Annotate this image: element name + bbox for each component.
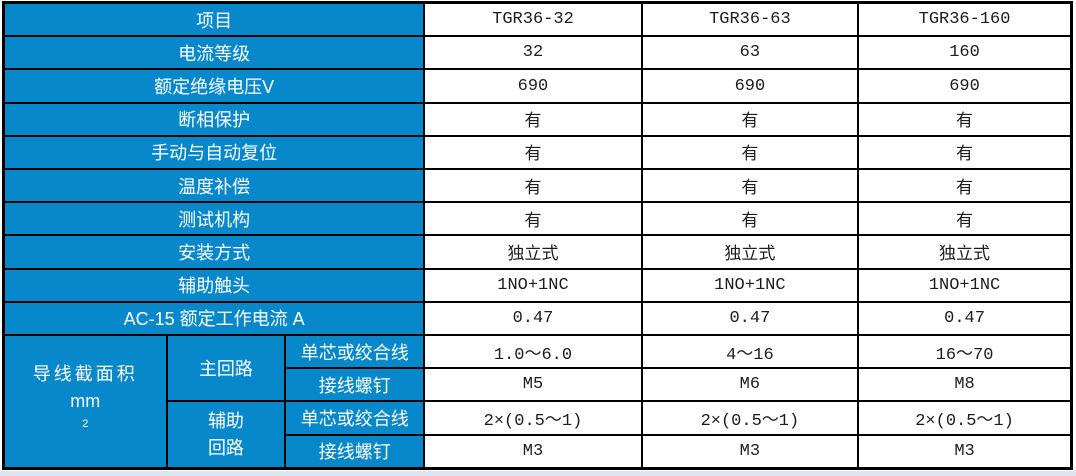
header-col-tgr36-32: TGR36-32 bbox=[423, 1, 643, 38]
cell-value: 有 bbox=[640, 101, 860, 137]
cell-value: 32 bbox=[423, 35, 643, 71]
table-row-main-circuit-wire: 导线截面积 mm 2 主回路 单芯或绞合线 1.0～6.0 4～16 16～70 bbox=[2, 333, 1073, 470]
main-circuit-label: 主回路 bbox=[165, 333, 287, 403]
table-row-phase-failure-protection: 断相保护 有 有 有 bbox=[2, 101, 1073, 137]
cell-value: 独立式 bbox=[423, 234, 643, 270]
cell-value: M6 bbox=[640, 367, 860, 403]
header-col-tgr36-63: TGR36-63 bbox=[640, 1, 860, 38]
cell-value: M5 bbox=[423, 367, 643, 403]
row-label: 手动与自动复位 bbox=[2, 134, 426, 171]
row-label: 辅助触头 bbox=[2, 267, 426, 303]
cell-value: M3 bbox=[857, 433, 1073, 470]
row-label: AC-15 额定工作电流 A bbox=[2, 300, 426, 336]
cell-value: 690 bbox=[857, 68, 1073, 104]
row-label: 安装方式 bbox=[2, 234, 426, 270]
cell-value: 1NO+1NC bbox=[423, 267, 643, 303]
cell-value: 有 bbox=[640, 201, 860, 237]
cell-value: 2×(0.5～1) bbox=[640, 400, 860, 436]
row-label: 单芯或绞合线 bbox=[284, 400, 426, 436]
cell-value: 有 bbox=[857, 134, 1073, 171]
cell-value: 有 bbox=[423, 101, 643, 137]
row-label: 接线螺钉 bbox=[284, 433, 426, 470]
cell-value: 有 bbox=[857, 168, 1073, 204]
table-row-manual-auto-reset: 手动与自动复位 有 有 有 bbox=[2, 134, 1073, 171]
header-item-label: 项目 bbox=[2, 1, 426, 38]
row-label: 测试机构 bbox=[2, 201, 426, 237]
cell-value: 独立式 bbox=[857, 234, 1073, 270]
table-row-auxiliary-contacts: 辅助触头 1NO+1NC 1NO+1NC 1NO+1NC bbox=[2, 267, 1073, 303]
cell-value: 2×(0.5～1) bbox=[857, 400, 1073, 436]
cell-value: 4～16 bbox=[640, 333, 860, 370]
cell-value: 16～70 bbox=[857, 333, 1073, 370]
aux-circuit-label: 辅助 回路 bbox=[165, 400, 287, 470]
table-row-main-circuit-screw: 接线螺钉 M5 M6 M8 bbox=[4, 367, 1073, 403]
table-row-ac15-rated-current: AC-15 额定工作电流 A 0.47 0.47 0.47 bbox=[2, 300, 1073, 336]
cell-value: 独立式 bbox=[640, 234, 860, 270]
cell-value: 有 bbox=[640, 168, 860, 204]
row-label: 单芯或绞合线 bbox=[284, 333, 426, 370]
cell-value: 1.0～6.0 bbox=[423, 333, 643, 370]
cell-value: 1NO+1NC bbox=[857, 267, 1073, 303]
cell-value: 160 bbox=[857, 35, 1073, 71]
table-row-test-mechanism: 测试机构 有 有 有 bbox=[2, 201, 1073, 237]
cell-value: 有 bbox=[857, 101, 1073, 137]
cell-value: 有 bbox=[640, 134, 860, 171]
wire-area-title: 导线截面积 bbox=[32, 363, 138, 384]
row-label: 断相保护 bbox=[2, 101, 426, 137]
cell-value: 63 bbox=[640, 35, 860, 71]
cell-value: 690 bbox=[423, 68, 643, 104]
cell-value: M8 bbox=[857, 367, 1073, 403]
cell-value: M3 bbox=[423, 433, 643, 470]
cell-value: 0.47 bbox=[640, 300, 860, 336]
cell-value: 有 bbox=[857, 201, 1073, 237]
wire-area-unit: mm 2 bbox=[70, 390, 101, 430]
cell-value: M3 bbox=[640, 433, 860, 470]
header-row: 项目 TGR36-32 TGR36-63 TGR36-160 bbox=[2, 1, 1073, 38]
cell-value: 0.47 bbox=[423, 300, 643, 336]
cell-value: 有 bbox=[423, 134, 643, 171]
table-row-aux-circuit-wire: 辅助 回路 单芯或绞合线 2×(0.5～1) 2×(0.5～1) 2×(0.5～… bbox=[4, 400, 1073, 470]
cell-value: 0.47 bbox=[857, 300, 1073, 336]
row-label: 额定绝缘电压V bbox=[2, 68, 426, 104]
table-row-current-rating: 电流等级 32 63 160 bbox=[2, 35, 1073, 71]
table-row-mounting-type: 安装方式 独立式 独立式 独立式 bbox=[2, 234, 1073, 270]
table-row-temperature-compensation: 温度补偿 有 有 有 bbox=[2, 168, 1073, 204]
cell-value: 2×(0.5～1) bbox=[423, 400, 643, 436]
row-label: 温度补偿 bbox=[2, 168, 426, 204]
row-label: 电流等级 bbox=[2, 35, 426, 71]
bottom-margin-strip bbox=[0, 471, 1076, 476]
header-col-tgr36-160: TGR36-160 bbox=[857, 1, 1073, 38]
table-row-aux-circuit-screw: 接线螺钉 M3 M3 M3 bbox=[4, 433, 1073, 470]
cell-value: 690 bbox=[640, 68, 860, 104]
cell-value: 1NO+1NC bbox=[640, 267, 860, 303]
table-row-insulation-voltage: 额定绝缘电压V 690 690 690 bbox=[2, 68, 1073, 104]
cell-value: 有 bbox=[423, 168, 643, 204]
row-label: 接线螺钉 bbox=[284, 367, 426, 403]
wire-area-group-label: 导线截面积 mm 2 bbox=[2, 333, 168, 470]
cell-value: 有 bbox=[423, 201, 643, 237]
